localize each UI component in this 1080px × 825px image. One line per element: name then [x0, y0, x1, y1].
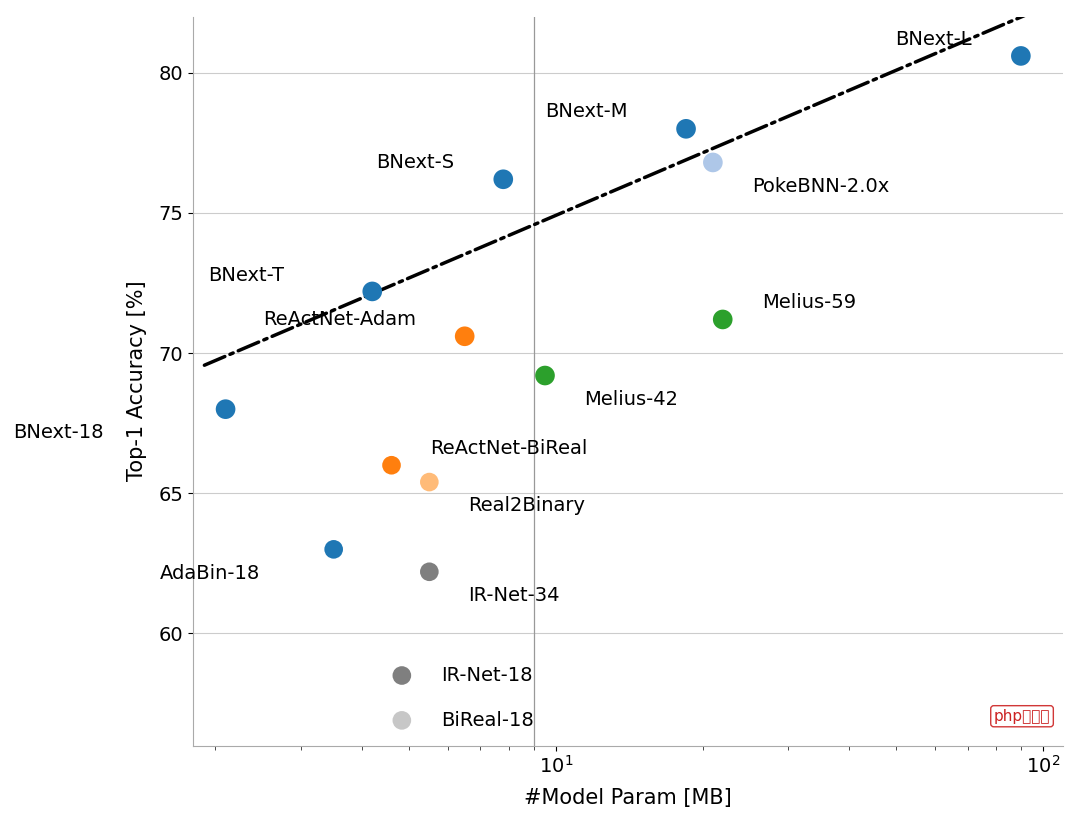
- Point: [677, 122, 694, 135]
- Point: [383, 459, 401, 472]
- Text: Melius-42: Melius-42: [584, 390, 678, 409]
- Text: BNext-18: BNext-18: [13, 423, 104, 442]
- Point: [495, 172, 512, 186]
- Point: [393, 669, 410, 682]
- Text: BNext-T: BNext-T: [208, 266, 284, 285]
- Text: IR-Net-18: IR-Net-18: [441, 666, 532, 685]
- Y-axis label: Top-1 Accuracy [%]: Top-1 Accuracy [%]: [127, 280, 147, 482]
- Point: [421, 565, 438, 578]
- X-axis label: #Model Param [MB]: #Model Param [MB]: [524, 789, 732, 808]
- Text: ReActNet-BiReal: ReActNet-BiReal: [431, 439, 588, 458]
- Point: [364, 285, 381, 298]
- Text: IR-Net-34: IR-Net-34: [469, 586, 559, 605]
- Text: BNext-L: BNext-L: [895, 30, 972, 49]
- Point: [325, 543, 342, 556]
- Point: [704, 156, 721, 169]
- Point: [217, 403, 234, 416]
- Point: [421, 475, 438, 488]
- Point: [1012, 50, 1029, 63]
- Text: php中文网: php中文网: [994, 709, 1050, 724]
- Text: PokeBNN-2.0x: PokeBNN-2.0x: [752, 177, 889, 196]
- Text: Melius-59: Melius-59: [761, 293, 855, 312]
- Text: AdaBin-18: AdaBin-18: [160, 563, 260, 582]
- Point: [393, 714, 410, 727]
- Text: ReActNet-Adam: ReActNet-Adam: [262, 310, 416, 329]
- Text: BNext-S: BNext-S: [377, 153, 455, 172]
- Point: [537, 369, 554, 382]
- Text: Real2Binary: Real2Binary: [469, 497, 585, 516]
- Point: [456, 330, 473, 343]
- Point: [714, 313, 731, 326]
- Text: BiReal-18: BiReal-18: [441, 711, 534, 730]
- Text: BNext-M: BNext-M: [545, 102, 627, 121]
